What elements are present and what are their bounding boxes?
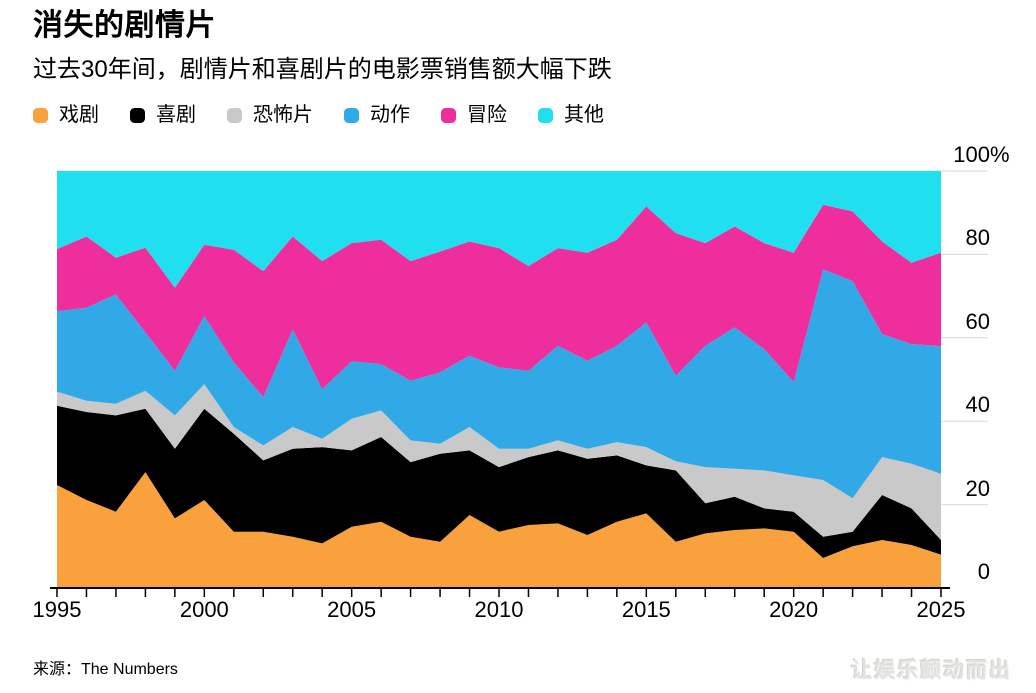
y-axis-label-20: 20 <box>965 475 990 501</box>
x-axis-label-1995: 1995 <box>32 597 82 622</box>
legend-item-other: 其他 <box>538 104 604 126</box>
legend-label-comedy: 喜剧 <box>156 104 196 126</box>
legend-item-drama: 戏剧 <box>33 104 99 126</box>
area-adventure <box>57 204 941 397</box>
y-axis-label-80: 80 <box>965 225 990 251</box>
comedy-swatch-icon <box>130 107 145 123</box>
legend-label-action: 动作 <box>370 104 410 126</box>
y-axis-label-40: 40 <box>965 392 990 418</box>
legend-item-adventure: 冒险 <box>441 104 507 126</box>
page-title: 消失的剧情片 <box>33 9 216 42</box>
area-horror <box>57 384 941 540</box>
percent-suffix: % <box>990 142 1010 167</box>
x-axis-label-2000: 2000 <box>179 597 229 622</box>
y-axis-label-0: 0 <box>977 559 990 584</box>
y-axis-label-60: 60 <box>965 308 990 334</box>
area-comedy <box>57 405 941 558</box>
source-line: 来源：The Numbers <box>33 661 178 678</box>
horror-swatch-icon <box>227 107 242 123</box>
legend-item-action: 动作 <box>344 104 410 126</box>
y-axis-label-100: 100% <box>953 142 1010 167</box>
watermark: 让娱乐颤动而出 <box>851 659 1012 682</box>
drama-swatch-icon <box>33 107 48 123</box>
legend-label-other: 其他 <box>564 104 604 126</box>
legend-label-adventure: 冒险 <box>467 104 507 126</box>
x-axis-label-2005: 2005 <box>327 597 377 622</box>
legend: 戏剧 喜剧 恐怖片 动作 冒险 其他 <box>33 104 604 126</box>
area-action <box>57 269 941 499</box>
other-swatch-icon <box>538 107 553 123</box>
adventure-swatch-icon <box>441 107 456 123</box>
x-axis-line <box>50 587 950 589</box>
x-axis-label-2020: 2020 <box>769 597 819 622</box>
legend-item-horror: 恐怖片 <box>227 104 313 126</box>
area-drama <box>57 472 941 588</box>
legend-label-drama: 戏剧 <box>59 104 99 126</box>
chart-subtitle: 过去30年间，剧情片和喜剧片的电影票销售额大幅下跌 <box>33 56 612 83</box>
area-other <box>57 171 941 288</box>
legend-item-comedy: 喜剧 <box>130 104 196 126</box>
action-swatch-icon <box>344 107 359 123</box>
x-axis-label-2025: 2025 <box>916 597 966 622</box>
x-axis-label-2015: 2015 <box>621 597 671 622</box>
x-axis-label-2010: 2010 <box>474 597 524 622</box>
legend-label-horror: 恐怖片 <box>253 104 313 126</box>
